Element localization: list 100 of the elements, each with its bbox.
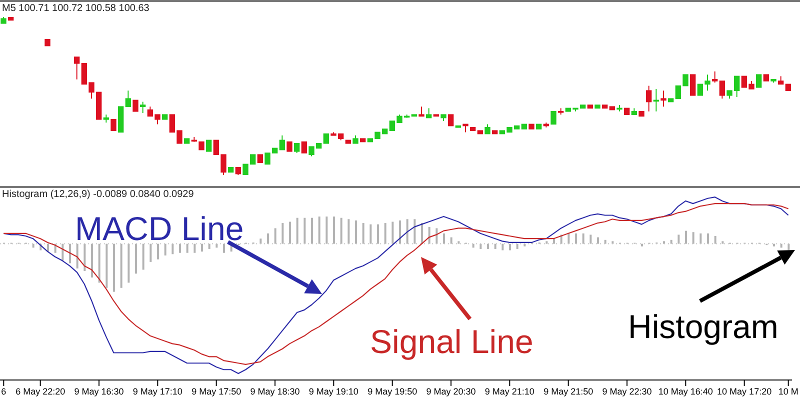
bar [509, 244, 511, 250]
bar [69, 244, 71, 264]
bar [436, 228, 438, 244]
x-tick-label: 9 May 21:10 [484, 386, 534, 396]
bar [208, 244, 210, 249]
bar [267, 233, 269, 244]
candlestick [132, 100, 138, 112]
candlestick [719, 80, 726, 100]
x-tick-label: 9 May 17:50 [192, 386, 242, 396]
bar [326, 216, 328, 244]
bar [494, 244, 496, 249]
bar [458, 241, 460, 244]
bar [91, 244, 93, 278]
candlestick [550, 111, 556, 125]
bar [113, 244, 115, 292]
x-tick-label: 10 M [778, 386, 798, 396]
bar [282, 223, 284, 244]
bar [450, 237, 452, 244]
x-tick-label: 6 [1, 386, 6, 396]
bar [106, 244, 108, 288]
bar [678, 234, 680, 244]
bar [84, 244, 86, 272]
bar [377, 224, 379, 244]
x-tick-label: 9 May 22:30 [602, 386, 652, 396]
candlestick [484, 124, 490, 134]
bar [575, 233, 577, 244]
bar [142, 244, 144, 270]
bar [201, 244, 203, 252]
series-label: MACD Line [75, 210, 244, 247]
bar [612, 241, 614, 244]
bar [604, 240, 606, 244]
bar [722, 241, 724, 244]
bar [399, 220, 401, 244]
bar [172, 244, 174, 254]
bar [685, 230, 687, 244]
bar [157, 244, 159, 260]
bar [487, 244, 489, 249]
series-label: Histogram [628, 308, 778, 345]
candlestick [279, 134, 286, 150]
candlestick [646, 85, 652, 112]
x-tick-label: 9 May 21:50 [544, 386, 594, 396]
bar [362, 223, 364, 244]
x-tick-label: 6 May 22:20 [16, 386, 66, 396]
bar [641, 244, 643, 246]
bar [370, 224, 372, 244]
bar [318, 216, 320, 244]
x-tick-label: 9 May 19:50 [368, 386, 418, 396]
bar [663, 241, 665, 244]
bar [516, 244, 518, 249]
bar [311, 218, 313, 244]
bar [590, 234, 592, 244]
bar [150, 244, 152, 262]
bar [384, 223, 386, 244]
candlestick [140, 101, 146, 114]
bar [700, 233, 702, 244]
candlestick [74, 56, 80, 80]
bar [289, 222, 291, 244]
x-tick-label: 9 May 16:30 [74, 386, 124, 396]
chart-title: M5 100.71 100.72 100.58 100.63 [2, 3, 150, 14]
bar [296, 218, 298, 244]
candlestick [125, 90, 132, 108]
bar [179, 244, 181, 253]
bar [406, 219, 408, 244]
bar [260, 238, 262, 244]
bar [223, 244, 225, 253]
candlestick [323, 133, 330, 144]
x-tick-label: 9 May 18:30 [250, 386, 300, 396]
candlestick [418, 106, 424, 117]
candlestick [294, 142, 300, 154]
bar [773, 244, 775, 246]
candlestick [756, 74, 762, 88]
candlestick [660, 90, 666, 108]
bar [714, 236, 716, 244]
bar [692, 232, 694, 244]
x-tick-label: 9 May 20:30 [426, 386, 476, 396]
candlestick [690, 74, 696, 96]
bar [480, 244, 482, 249]
bar [164, 244, 166, 256]
bar [274, 228, 276, 244]
bar [428, 226, 430, 244]
bar [707, 233, 709, 244]
bar [333, 216, 335, 244]
candlestick [301, 141, 308, 154]
bar [546, 241, 548, 244]
bar [392, 222, 394, 244]
bar [194, 244, 196, 253]
bar [597, 237, 599, 244]
candlestick [110, 119, 116, 131]
bar [582, 233, 584, 244]
bar [421, 223, 423, 244]
bar [355, 220, 357, 244]
candlestick [448, 114, 454, 126]
bar [304, 218, 306, 244]
x-tick-label: 9 May 19:10 [308, 386, 358, 396]
candlestick [206, 140, 212, 152]
x-tick-label: 10 May 16:40 [658, 386, 713, 396]
bar [502, 244, 504, 250]
candlestick [712, 70, 718, 84]
bar [568, 233, 570, 244]
bar [670, 240, 672, 244]
